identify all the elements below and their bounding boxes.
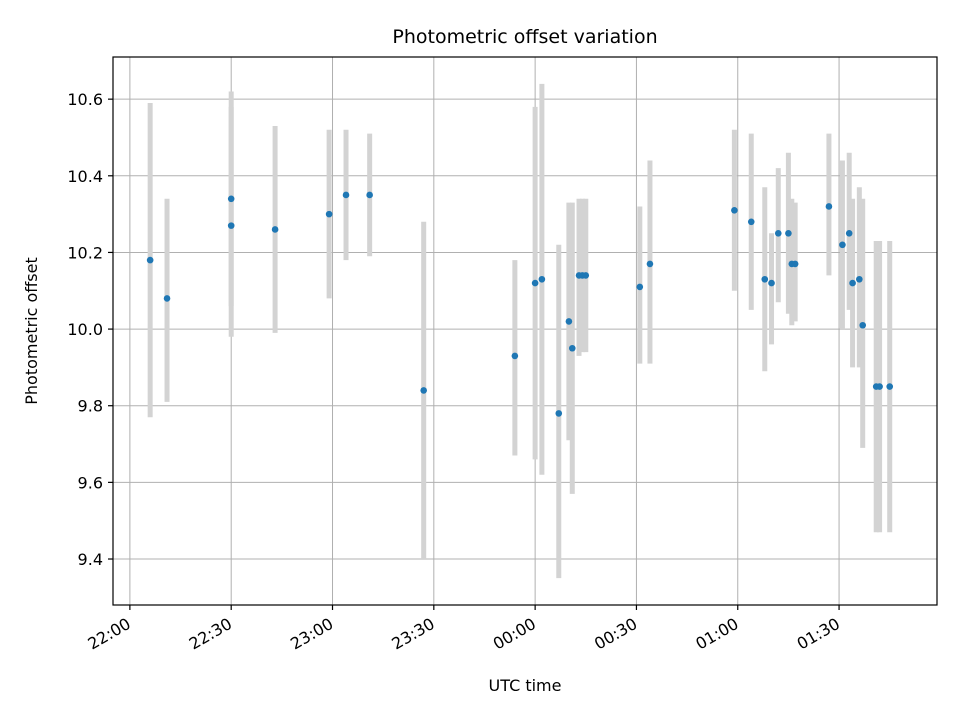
y-tick-label: 10.0: [67, 320, 103, 339]
y-tick-label: 10.4: [67, 167, 103, 186]
y-tick-label: 9.4: [78, 550, 103, 569]
data-point: [886, 383, 894, 390]
data-point: [856, 275, 863, 283]
data-point: [747, 218, 755, 226]
y-axis-ticks: 9.4 9.6 9.8 10.0 10.2 10.4 10.6: [67, 90, 113, 569]
y-axis-label: Photometric offset: [22, 257, 41, 405]
data-point: [791, 260, 799, 268]
data-point: [531, 279, 539, 287]
plot-frame: [112, 56, 938, 606]
y-tick-label: 9.8: [78, 397, 103, 416]
data-point: [768, 279, 775, 287]
data-point: [568, 344, 576, 352]
data-point: [163, 295, 171, 302]
data-point: [636, 283, 644, 291]
data-point: [271, 226, 279, 233]
data-point: [845, 229, 853, 237]
y-tick-label: 10.6: [67, 90, 103, 109]
data-point: [849, 279, 856, 287]
data-point: [325, 210, 333, 218]
data-point: [774, 229, 782, 237]
data-point: [146, 256, 154, 264]
data-point: [582, 272, 590, 279]
data-point: [785, 229, 792, 237]
chart-title: Photometric offset variation: [392, 26, 657, 48]
data-point: [825, 203, 833, 210]
data-point: [420, 387, 427, 394]
data-point: [227, 222, 235, 229]
data-point: [761, 275, 769, 283]
data-point: [342, 191, 350, 199]
data-point: [565, 318, 573, 325]
data-points: [146, 191, 894, 417]
data-point: [227, 195, 235, 203]
data-point: [511, 352, 519, 360]
data-point: [538, 275, 546, 283]
data-point: [859, 321, 867, 329]
data-point: [555, 410, 563, 417]
data-point: [876, 383, 883, 390]
data-point: [731, 206, 738, 214]
data-point: [839, 241, 846, 249]
data-point: [366, 191, 373, 199]
x-axis-label: UTC time: [489, 676, 562, 695]
data-point: [646, 260, 654, 268]
y-tick-label: 9.6: [78, 473, 103, 492]
y-tick-label: 10.2: [67, 243, 103, 262]
